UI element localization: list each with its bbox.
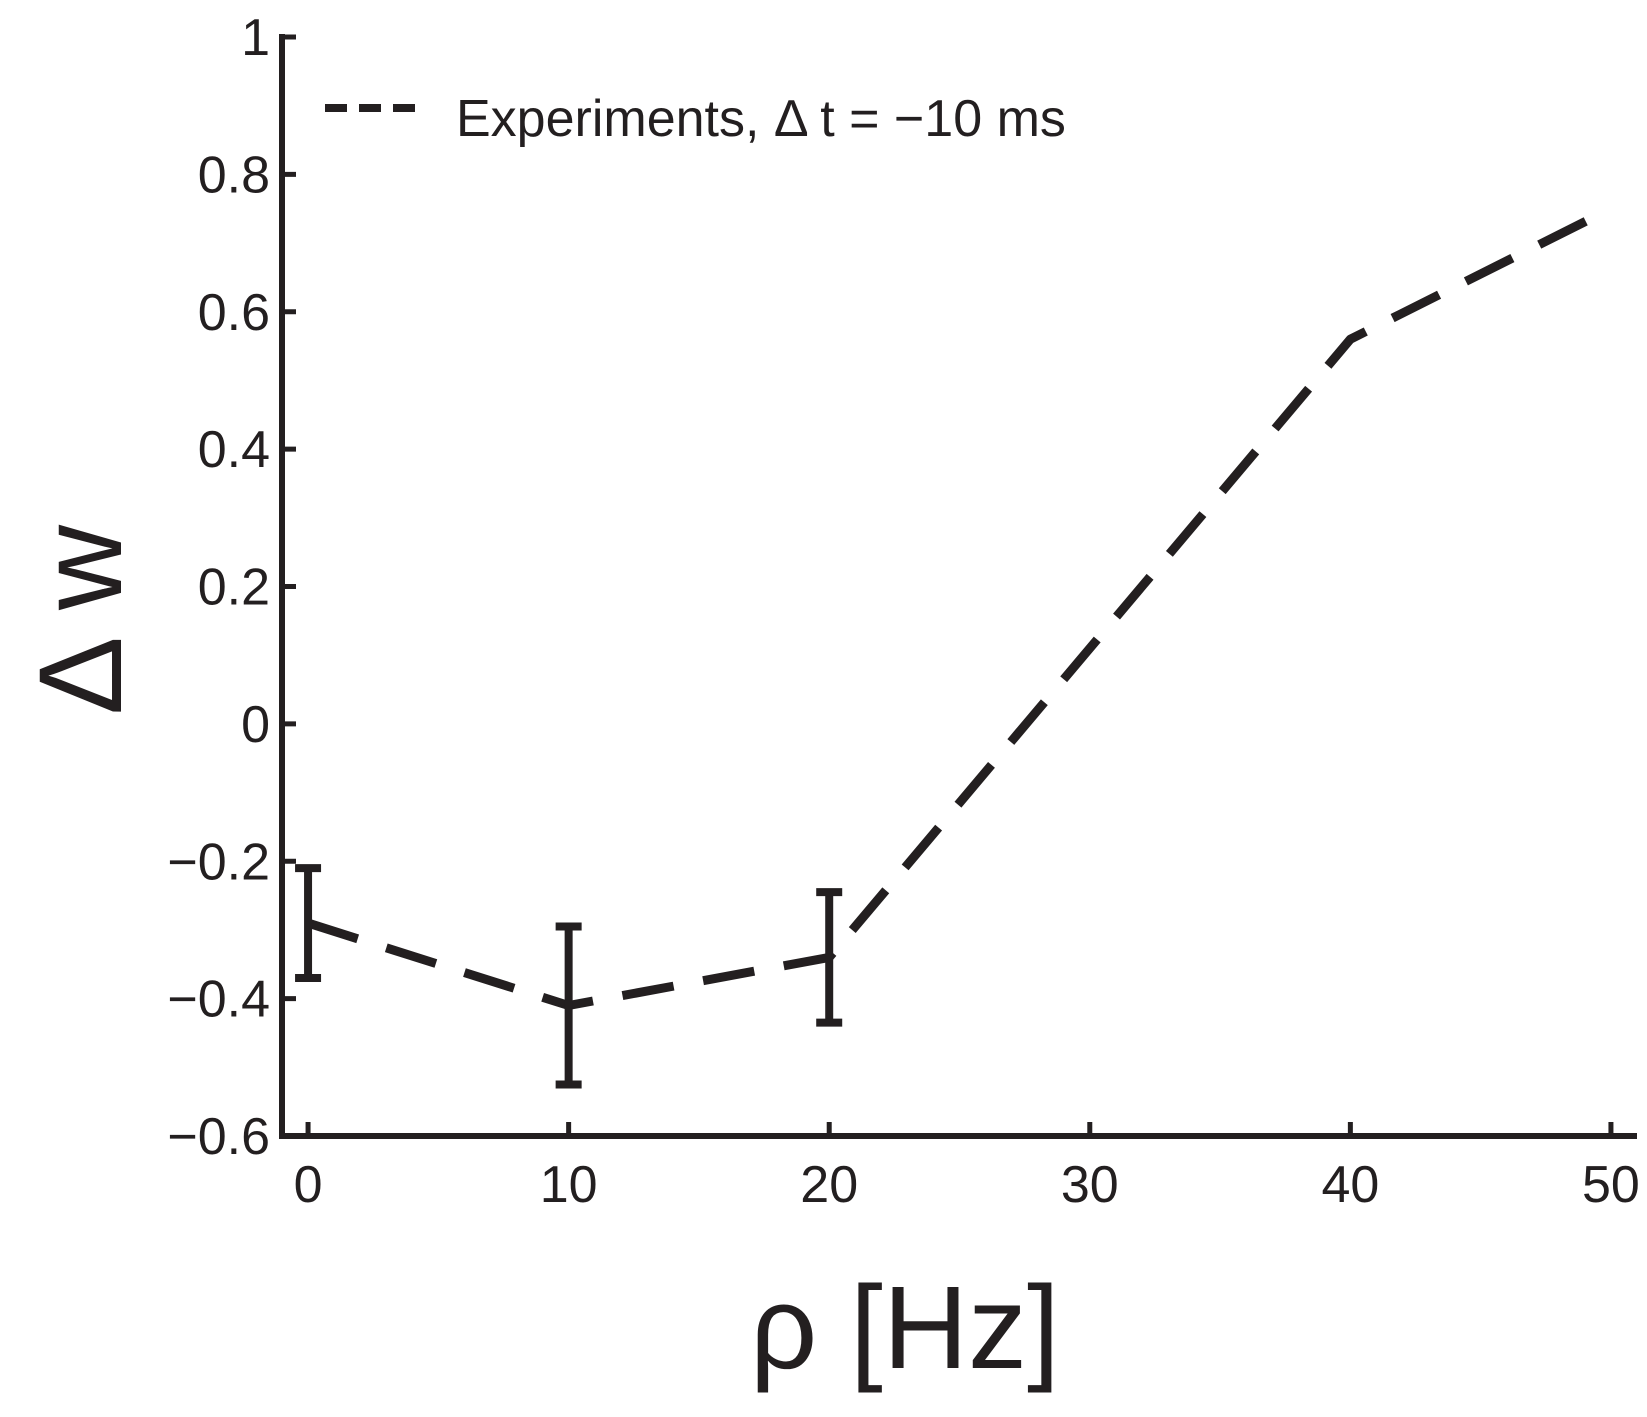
y-tick-label: 0.2 (198, 559, 270, 617)
series-line-0 (306, 204, 1613, 1010)
axes (279, 34, 1637, 1139)
y-tick-label: 0.8 (198, 146, 270, 204)
y-tick-label: 0.6 (198, 284, 270, 342)
x-tick-label: 30 (1061, 1156, 1119, 1214)
x-tick-label: 0 (294, 1156, 323, 1214)
error-bar (295, 864, 322, 983)
y-tick-label: 0 (241, 696, 270, 754)
x-tick-label: 50 (1582, 1156, 1640, 1214)
y-axis-label: Δ w (15, 524, 147, 715)
x-tick-label: 20 (800, 1156, 858, 1214)
y-tick-label: −0.4 (167, 971, 270, 1029)
y-ticks: −0.6 −0.4 −0.2 0 0.2 0.4 0.6 0.8 1 (167, 9, 296, 1166)
x-tick-label: 40 (1321, 1156, 1379, 1214)
error-bar (816, 888, 843, 1027)
x-ticks: 0 10 20 30 40 50 (294, 1122, 1640, 1214)
x-tick-label: 10 (540, 1156, 598, 1214)
error-bar (555, 922, 582, 1089)
legend-label: Experiments, Δ t = −10 ms (456, 90, 1066, 148)
x-axis-label: ρ [Hz] (750, 1262, 1060, 1394)
series-layer (295, 204, 1613, 1089)
legend: Experiments, Δ t = −10 ms (325, 90, 1066, 148)
y-tick-label: 0.4 (198, 421, 270, 479)
y-tick-label: −0.6 (167, 1108, 270, 1166)
y-tick-label: 1 (241, 9, 270, 67)
y-tick-label: −0.2 (167, 833, 270, 891)
